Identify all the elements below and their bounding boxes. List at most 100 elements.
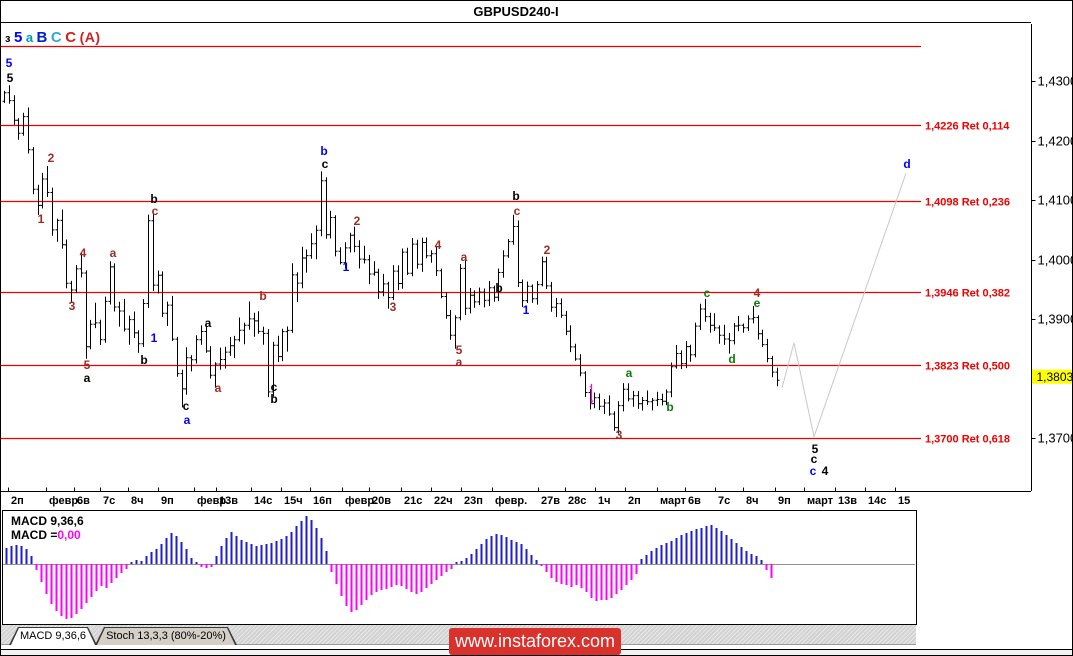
wave-label: 1	[523, 303, 530, 317]
wave-label: e	[754, 296, 761, 310]
macd-indicator-name: MACD 9,36,6	[11, 514, 84, 528]
wave-label: 4	[754, 286, 761, 300]
wave-label: c	[152, 204, 159, 218]
wave-label: b	[320, 144, 327, 158]
macd-histogram-positive	[5, 516, 763, 564]
time-label: 13в	[219, 495, 238, 507]
fib-label: 1,4098 Ret 0,236	[925, 197, 1010, 209]
instaforex-banner[interactable]: www.instaforex.com	[449, 628, 621, 655]
time-label: 22ч	[434, 495, 453, 507]
wave-label: 5	[6, 56, 13, 70]
time-label: 7с	[718, 495, 730, 507]
wave-label: 1	[151, 331, 158, 345]
chart-title: GBPUSD240-I	[473, 4, 559, 19]
tab-macd[interactable]: MACD 9,36,6	[9, 627, 97, 645]
wave-label: a	[184, 413, 191, 427]
time-label: 6в	[77, 495, 90, 507]
wave-label: 5	[7, 71, 14, 85]
wave-degree-header: з 5 а B C C (A)	[5, 29, 104, 47]
price-label: 1,4100	[1038, 193, 1073, 208]
projection-line	[781, 173, 907, 439]
wave-label: c	[810, 464, 817, 478]
wave-degree-label: (A)	[79, 29, 101, 45]
wave-label: 2	[354, 214, 361, 228]
time-label: 14с	[254, 495, 272, 507]
fib-label: 1,3823 Ret 0,500	[925, 361, 1010, 373]
wave-degree-label: C	[50, 29, 63, 46]
wave-degree-label: 5	[13, 29, 23, 46]
wave-label: c	[183, 399, 190, 413]
time-label: 7с	[103, 495, 115, 507]
fib-label: 1,3700 Ret 0,618	[925, 434, 1010, 446]
wave-label: a	[626, 366, 633, 380]
wave-label: b	[150, 192, 157, 206]
wave-label: 5	[812, 442, 819, 456]
time-label: 16п	[313, 495, 332, 507]
time-label: 21с	[404, 495, 422, 507]
title-bar: GBPUSD240-I	[1, 1, 1031, 23]
wave-label: 1	[38, 212, 45, 226]
tab-stoch[interactable]: Stoch 13,3,3 (80%-20%)	[95, 627, 237, 645]
price-label: 1,4300	[1038, 74, 1073, 89]
time-label: февр.	[49, 495, 81, 507]
time-label: 20в	[372, 495, 391, 507]
wave-degree-label: C	[65, 29, 77, 46]
wave-degree-label: з	[5, 33, 11, 45]
wave-label: 3	[390, 300, 397, 314]
tab-fill	[11, 628, 95, 645]
time-label: 27в	[541, 495, 560, 507]
wave-label: a	[84, 371, 91, 385]
wave-label: c	[271, 380, 278, 394]
wave-label: d	[728, 352, 735, 366]
wave-label: a	[215, 381, 222, 395]
wave-label: 1	[343, 260, 350, 274]
wave-label: b	[270, 392, 277, 406]
time-label: 13в	[838, 495, 857, 507]
wave-label: 5	[456, 343, 463, 357]
current-price-text: 1,3803	[1037, 370, 1073, 384]
wave-label: 3	[69, 299, 76, 313]
time-label: 28с	[568, 495, 586, 507]
wave-label: a	[456, 355, 463, 369]
ohlc-bars	[2, 85, 780, 434]
wave-label: b	[495, 281, 502, 295]
wave-degree-label: B	[36, 29, 48, 46]
wave-label: 2	[544, 243, 551, 257]
wave-label: b	[512, 189, 519, 203]
time-label: март	[660, 495, 687, 507]
time-label: 8ч	[746, 495, 759, 507]
time-label: 23п	[464, 495, 483, 507]
time-label: 6в	[688, 495, 701, 507]
wave-label: c	[811, 452, 818, 466]
wave-label: 3	[616, 428, 623, 442]
wave-label: c	[514, 204, 521, 218]
macd-indicator-value: MACD =0,00	[11, 528, 81, 542]
time-label: 9п	[778, 495, 791, 507]
wave-label: b	[666, 400, 673, 414]
time-label: март	[807, 495, 834, 507]
fib-label: 1,4226 Ret 0,114	[925, 121, 1010, 133]
wave-label: c	[322, 157, 329, 171]
time-label: 2п	[11, 495, 24, 507]
wave-label: c	[704, 286, 711, 300]
price-label: 1,3700	[1038, 431, 1073, 446]
wave-label: 4	[435, 238, 442, 252]
highlighted-bar	[589, 383, 594, 405]
wave-label: b	[140, 353, 147, 367]
wave-label: 2	[48, 151, 55, 165]
wave-degree-label: а	[25, 30, 34, 45]
wave-label: a	[461, 250, 468, 264]
wave-label: a	[205, 316, 212, 330]
time-label: 14с	[868, 495, 886, 507]
tab-fill	[97, 628, 235, 645]
wave-label: a	[110, 246, 117, 260]
time-label: февр.	[197, 495, 229, 507]
price-label: 1,3900	[1038, 312, 1073, 327]
time-label: 1ч	[598, 495, 611, 507]
wave-label: b	[259, 289, 266, 303]
wave-label: 4	[822, 464, 829, 478]
time-label: февр.	[495, 495, 527, 507]
wave-label: 4	[80, 246, 87, 260]
